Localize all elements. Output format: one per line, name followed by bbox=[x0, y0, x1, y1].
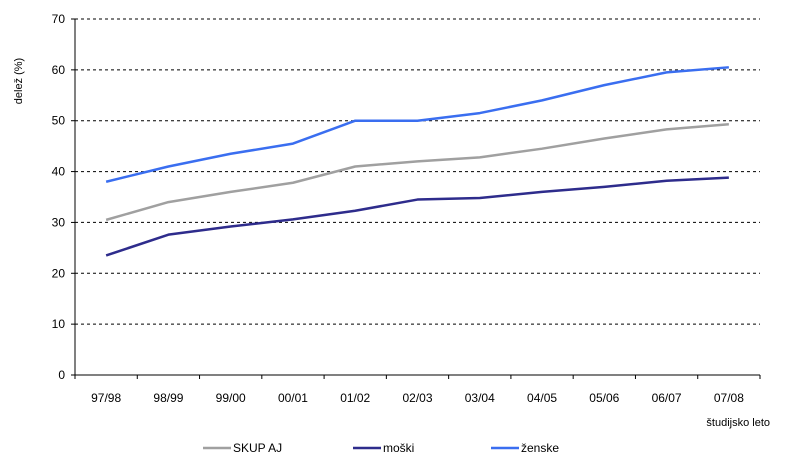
legend-label: moški bbox=[383, 441, 414, 455]
legend-label: SKUP AJ bbox=[233, 441, 282, 455]
axes bbox=[74, 19, 760, 376]
y-tick-label: 30 bbox=[52, 215, 66, 229]
x-tick-label: 99/00 bbox=[216, 391, 246, 405]
y-tick-label: 70 bbox=[52, 12, 66, 26]
x-tick-label: 97/98 bbox=[91, 391, 121, 405]
x-tick-label: 07/08 bbox=[714, 391, 744, 405]
y-tick-label: 50 bbox=[52, 114, 66, 128]
y-tick-label: 40 bbox=[52, 165, 66, 179]
y-tick-label: 60 bbox=[52, 63, 66, 77]
gridlines bbox=[75, 18, 760, 325]
series-line bbox=[105, 123, 729, 222]
y-axis-title: delež (%) bbox=[13, 58, 25, 104]
x-tick-labels: 97/98 98/99 99/00 00/01 01/02 02/03 03/04 04/05… bbox=[74, 375, 761, 405]
x-tick-label: 98/99 bbox=[153, 391, 183, 405]
y-tick-label: 0 bbox=[58, 368, 65, 382]
x-tick-label: 00/01 bbox=[278, 391, 308, 405]
x-tick-label: 01/02 bbox=[340, 391, 370, 405]
y-tick-label: 20 bbox=[52, 266, 66, 280]
y-tick-label: 10 bbox=[52, 317, 66, 331]
legend: SKUP AJ moški ženske bbox=[203, 441, 559, 455]
x-axis-title: študijsko leto bbox=[706, 417, 770, 429]
y-tick-labels: 0 10 20 30 40 50 60 70 bbox=[52, 12, 75, 382]
legend-label: ženske bbox=[521, 441, 559, 455]
x-tick-label: 03/04 bbox=[465, 391, 495, 405]
x-tick-label: 05/06 bbox=[589, 391, 619, 405]
x-tick-label: 02/03 bbox=[402, 391, 432, 405]
series-line bbox=[105, 176, 729, 257]
x-tick-label: 06/07 bbox=[652, 391, 682, 405]
series-lines bbox=[105, 66, 729, 257]
series-line bbox=[105, 66, 729, 183]
x-tick-label: 04/05 bbox=[527, 391, 557, 405]
